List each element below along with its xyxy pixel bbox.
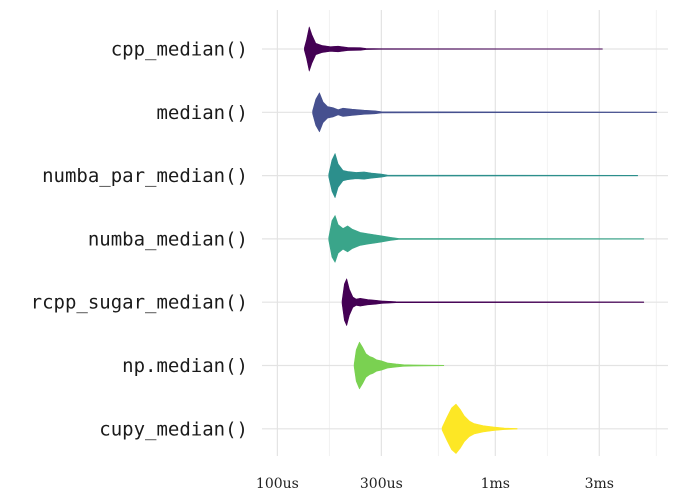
category-label: rcpp_sugar_median() [31,292,248,314]
violin-np-median [353,341,445,390]
tick-layer: 100us 300us 1ms 3ms [256,476,614,492]
category-label: numba_median() [88,228,248,250]
x-tick-label: 1ms [481,476,510,492]
label-layer: cpp_median() median() numba_par_median()nu… [31,39,248,441]
x-tick-label: 100us [256,476,299,492]
category-label: np.median() [122,355,248,377]
category-label: cpp_median() [111,39,248,61]
violin-median [312,92,657,133]
violin-rcpp-sugar-median [341,278,645,326]
violin-numba-par-median [328,153,638,198]
x-tick-label: 3ms [585,476,614,492]
violin-numba-median [328,215,645,263]
grid-layer [262,10,668,456]
x-tick-label: 300us [360,476,403,492]
category-label: numba_par_median() [42,165,248,187]
violin-cupy-median [441,403,518,454]
violin-layer [304,26,657,454]
violin-cpp-median [304,26,603,72]
category-label: median() [156,102,248,124]
category-label: cupy_median() [99,418,248,440]
